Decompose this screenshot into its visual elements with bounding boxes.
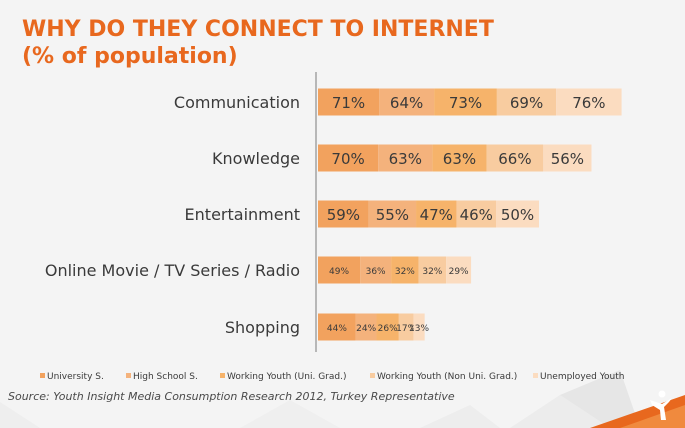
data-label: 13%: [409, 324, 429, 334]
data-label: 36%: [366, 267, 386, 277]
legend-label: Working Youth (Non Uni. Grad.): [377, 372, 518, 382]
brand-logo-icon: [650, 390, 672, 420]
bar-segment: [379, 88, 435, 116]
data-label: 64%: [390, 94, 423, 112]
legend-swatch: [40, 373, 45, 378]
title-line-1: WHY DO THEY CONNECT TO INTERNET: [22, 17, 494, 42]
bar-segment: [543, 144, 592, 172]
bar-segment: [432, 144, 487, 172]
chart-title: WHY DO THEY CONNECT TO INTERNET (% of po…: [22, 16, 494, 70]
data-label: 29%: [449, 267, 469, 277]
data-label: 56%: [551, 150, 584, 168]
legend-item: University S.: [40, 372, 104, 382]
bar-segment: [556, 88, 622, 116]
bar-segment: [413, 313, 425, 341]
data-label: 46%: [460, 206, 493, 224]
data-label: 55%: [376, 206, 409, 224]
data-label: 26%: [378, 324, 398, 334]
legend-item: High School S.: [126, 372, 198, 382]
bar-segment: [376, 313, 399, 341]
legend-label: University S.: [47, 372, 104, 382]
data-label: 32%: [395, 267, 415, 277]
data-label: 49%: [329, 267, 349, 277]
legend-label: Working Youth (Uni. Grad.): [227, 372, 347, 382]
legend-swatch: [533, 373, 538, 378]
bar-segment: [486, 144, 544, 172]
data-label: 50%: [501, 206, 534, 224]
legend-swatch: [126, 373, 131, 378]
source-note: Source: Youth Insight Media Consumption …: [8, 390, 455, 403]
title-line-2: (% of population): [22, 44, 238, 69]
chart-legend: University S. High School S. Working Youth…: [40, 372, 680, 386]
stacked-bar-chart: Communication 71% 64% 73% 69% 76% Knowledge 70%…: [45, 72, 622, 352]
bar-segment: [318, 88, 380, 116]
data-label: 32%: [422, 267, 442, 277]
data-label: 73%: [449, 94, 482, 112]
legend-item: Working Youth (Uni. Grad.): [220, 372, 346, 382]
bar-segment: [496, 200, 540, 228]
data-label: 70%: [331, 150, 364, 168]
data-label: 76%: [572, 94, 605, 112]
data-label: 44%: [327, 324, 347, 334]
bar-segment: [416, 200, 457, 228]
bar-segment: [446, 256, 472, 284]
legend-label: Unemployed Youth: [540, 372, 625, 382]
data-label: 66%: [498, 150, 531, 168]
bar-segment: [318, 200, 369, 228]
bar-segment: [318, 313, 356, 341]
category-label: Shopping: [225, 318, 300, 337]
bar-segment: [398, 313, 414, 341]
bar-segment: [378, 144, 433, 172]
legend-item: Working Youth (Non Uni. Grad.): [370, 372, 517, 382]
bar-segment: [456, 200, 497, 228]
data-label: 17%: [396, 324, 416, 334]
bar-segment: [318, 144, 379, 172]
data-label: 24%: [356, 324, 376, 334]
data-label: 63%: [389, 150, 422, 168]
category-label: Knowledge: [212, 149, 300, 168]
category-label: Entertainment: [185, 205, 300, 224]
category-label: Communication: [174, 93, 300, 112]
bar-segment: [368, 200, 417, 228]
legend-item: Unemployed Youth: [533, 372, 625, 382]
bar-segment: [496, 88, 557, 116]
legend-swatch: [220, 373, 225, 378]
data-label: 63%: [443, 150, 476, 168]
legend-swatch: [370, 373, 375, 378]
bar-segment: [360, 256, 392, 284]
bar-segment: [434, 88, 497, 116]
data-label: 47%: [420, 206, 453, 224]
category-label: Online Movie / TV Series / Radio: [45, 261, 300, 280]
legend-label: High School S.: [133, 372, 198, 382]
bar-segment: [355, 313, 377, 341]
bar-segment: [391, 256, 419, 284]
bar-segment: [418, 256, 447, 284]
data-label: 59%: [327, 206, 360, 224]
data-label: 69%: [510, 94, 543, 112]
bar-segment: [318, 256, 361, 284]
data-label: 71%: [332, 94, 365, 112]
